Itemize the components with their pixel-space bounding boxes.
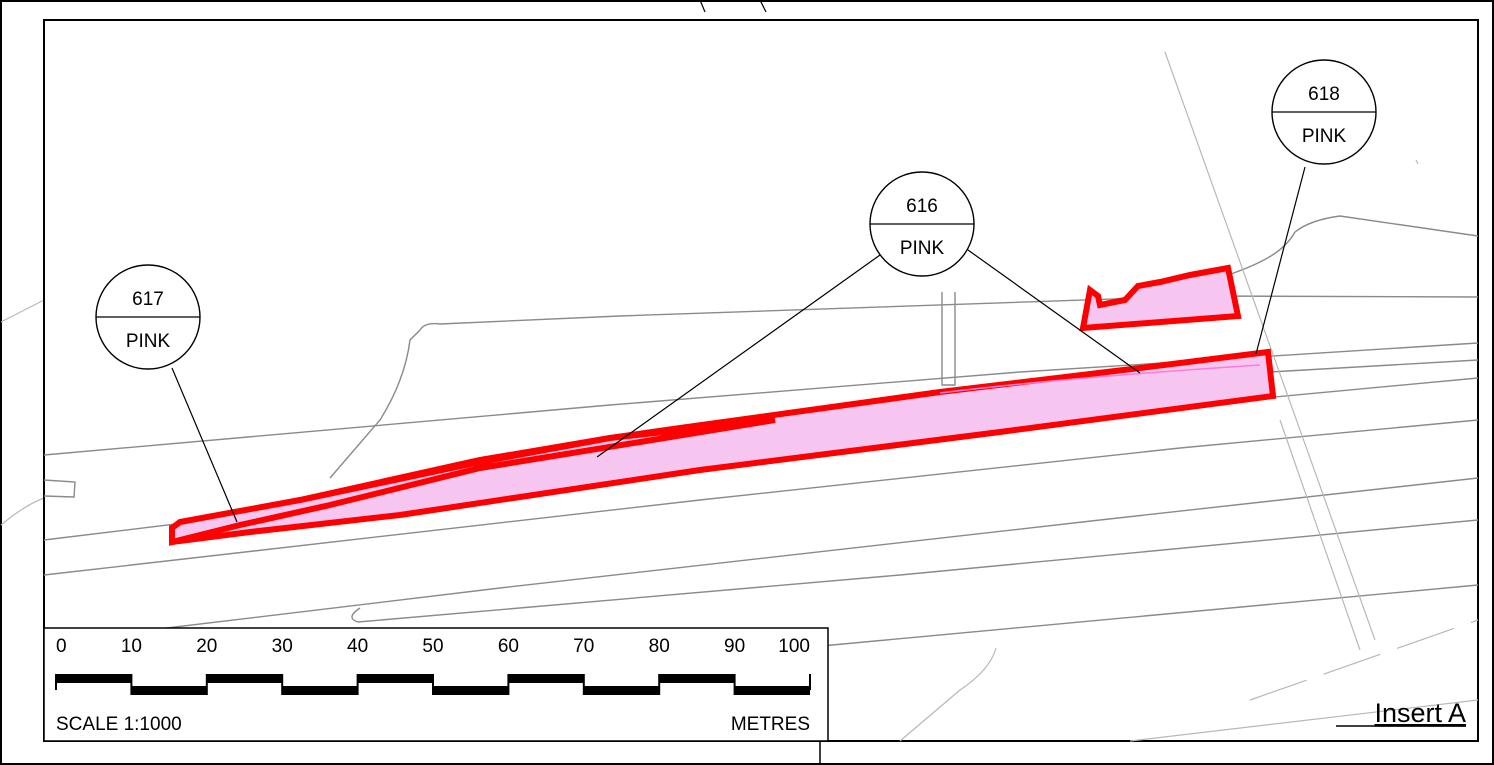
scale-segment <box>433 686 509 695</box>
parcel-617 <box>169 417 776 546</box>
scale-segment <box>282 686 358 695</box>
scale-bar-blocks <box>55 674 811 695</box>
scale-tick-labels: 0 10 20 30 40 50 60 70 80 90 100 <box>56 636 810 657</box>
scale-tick-label: 10 <box>121 636 142 657</box>
scale-text: SCALE 1:1000 <box>56 714 182 735</box>
scale-tick-label: 90 <box>724 636 745 657</box>
outer-linework <box>0 299 45 526</box>
leader-lines <box>171 166 1306 523</box>
scale-segment <box>659 674 735 683</box>
callout-618: 618 PINK <box>1271 59 1377 165</box>
plot-colour-616: PINK <box>900 238 945 259</box>
plot-number-617: 617 <box>132 289 164 310</box>
plot-colour-618: PINK <box>1302 126 1347 147</box>
scale-segment <box>131 686 207 695</box>
scale-segment <box>508 674 584 683</box>
insert-label: Insert A <box>1374 698 1466 728</box>
scale-tick-label: 70 <box>573 636 594 657</box>
scale-segment <box>734 686 810 695</box>
scale-segment <box>357 674 433 683</box>
parcel-internal-line <box>939 364 1261 394</box>
scale-segment <box>56 674 132 683</box>
parcels <box>169 264 1277 546</box>
plot-number-616: 616 <box>906 196 938 217</box>
scale-tick-label: 40 <box>347 636 368 657</box>
scale-tick-label: 30 <box>272 636 293 657</box>
scale-bar: 0 10 20 30 40 50 60 70 80 90 100 SCALE 1:1000 METR… <box>43 627 829 742</box>
parcel-616 <box>169 348 1277 546</box>
plot-number-618: 618 <box>1308 84 1340 105</box>
callout-616: 616 PINK <box>869 171 975 277</box>
scale-segment <box>583 686 660 695</box>
callout-617: 617 PINK <box>95 264 201 370</box>
scale-tick-label: 80 <box>649 636 670 657</box>
scale-segment <box>206 674 283 683</box>
scale-bar-box <box>43 627 829 742</box>
parcel-618-north <box>1079 264 1242 332</box>
scale-tick-label: 20 <box>196 636 217 657</box>
scale-tick-label: 100 <box>778 636 810 657</box>
plot-colour-617: PINK <box>126 331 171 352</box>
unit-text: METRES <box>731 714 810 735</box>
sheet-top-mark <box>699 0 706 13</box>
sheet-top-mark-2 <box>759 0 767 13</box>
scale-tick-label: 0 <box>56 636 67 657</box>
scale-tick-label: 60 <box>498 636 519 657</box>
scale-tick-label: 50 <box>422 636 443 657</box>
